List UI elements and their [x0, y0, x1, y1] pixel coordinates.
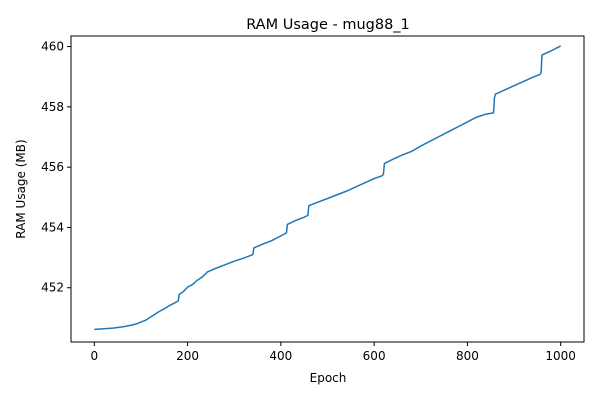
chart-title: RAM Usage - mug88_1 — [246, 17, 410, 33]
x-axis-ticks: 0 200 400 600 800 1000 — [90, 342, 576, 363]
axes-frame — [70, 35, 585, 343]
x-tick-label: 400 — [269, 349, 292, 363]
x-tick-label: 600 — [363, 349, 386, 363]
x-tick-label: 0 — [90, 349, 98, 363]
plot-area — [94, 45, 562, 331]
x-tick-label: 800 — [456, 349, 479, 363]
x-tick-label: 1000 — [545, 349, 576, 363]
y-tick-label: 460 — [41, 40, 64, 54]
y-tick-label: 454 — [41, 220, 64, 234]
y-tick-label: 456 — [41, 160, 64, 174]
y-tick-label: 458 — [41, 100, 64, 114]
series-line-0 — [94, 45, 562, 331]
x-axis-label: Epoch — [310, 371, 347, 385]
y-axis-ticks: 452 454 456 458 460 — [41, 40, 71, 295]
y-axis-label: RAM Usage (MB) — [14, 139, 28, 238]
x-tick-label: 200 — [176, 349, 199, 363]
y-tick-label: 452 — [41, 281, 64, 295]
